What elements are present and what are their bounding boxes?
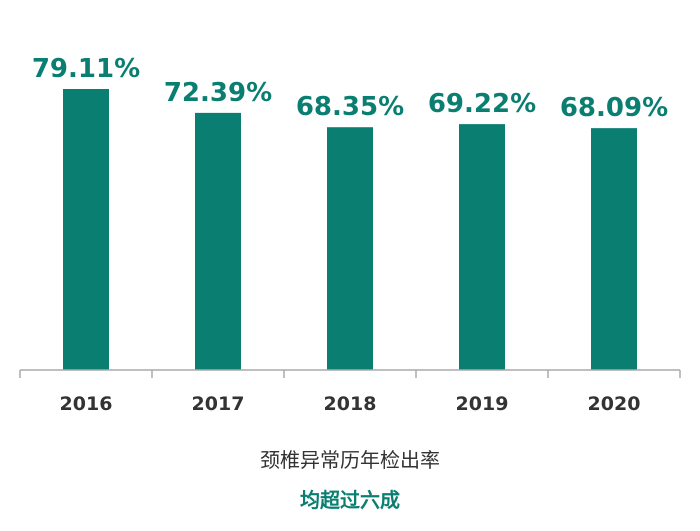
bar-2017 <box>195 112 241 371</box>
chart-caption: 均超过六成 <box>300 488 400 512</box>
value-label-2019: 69.22% <box>428 89 536 119</box>
category-labels-group: 2016 2017 2018 2019 2020 <box>60 393 641 415</box>
bar-2019 <box>459 124 505 370</box>
x-axis-ticks-group <box>19 370 681 378</box>
category-label-2018: 2018 <box>324 393 377 415</box>
value-label-2018: 68.35% <box>296 92 404 122</box>
value-labels-group: 79.11% 72.39% 68.35% 69.22% 68.09% <box>32 54 668 123</box>
value-label-2020: 68.09% <box>560 93 668 123</box>
value-label-2017: 72.39% <box>164 78 272 108</box>
bars-group <box>63 89 637 371</box>
bar-2020 <box>591 128 637 370</box>
category-label-2017: 2017 <box>192 393 245 415</box>
value-label-2016: 79.11% <box>32 54 140 84</box>
chart-xlabel: 颈椎异常历年检出率 <box>260 448 440 472</box>
category-label-2016: 2016 <box>60 393 113 415</box>
bar-chart: 79.11%72.39% 68.35% 69.22% 68.09% 2016 2017 2… <box>19 54 681 415</box>
bar-2016 <box>63 89 109 370</box>
category-label-2020: 2020 <box>588 393 641 415</box>
bar-2018 <box>327 127 373 370</box>
category-label-2019: 2019 <box>456 393 509 415</box>
